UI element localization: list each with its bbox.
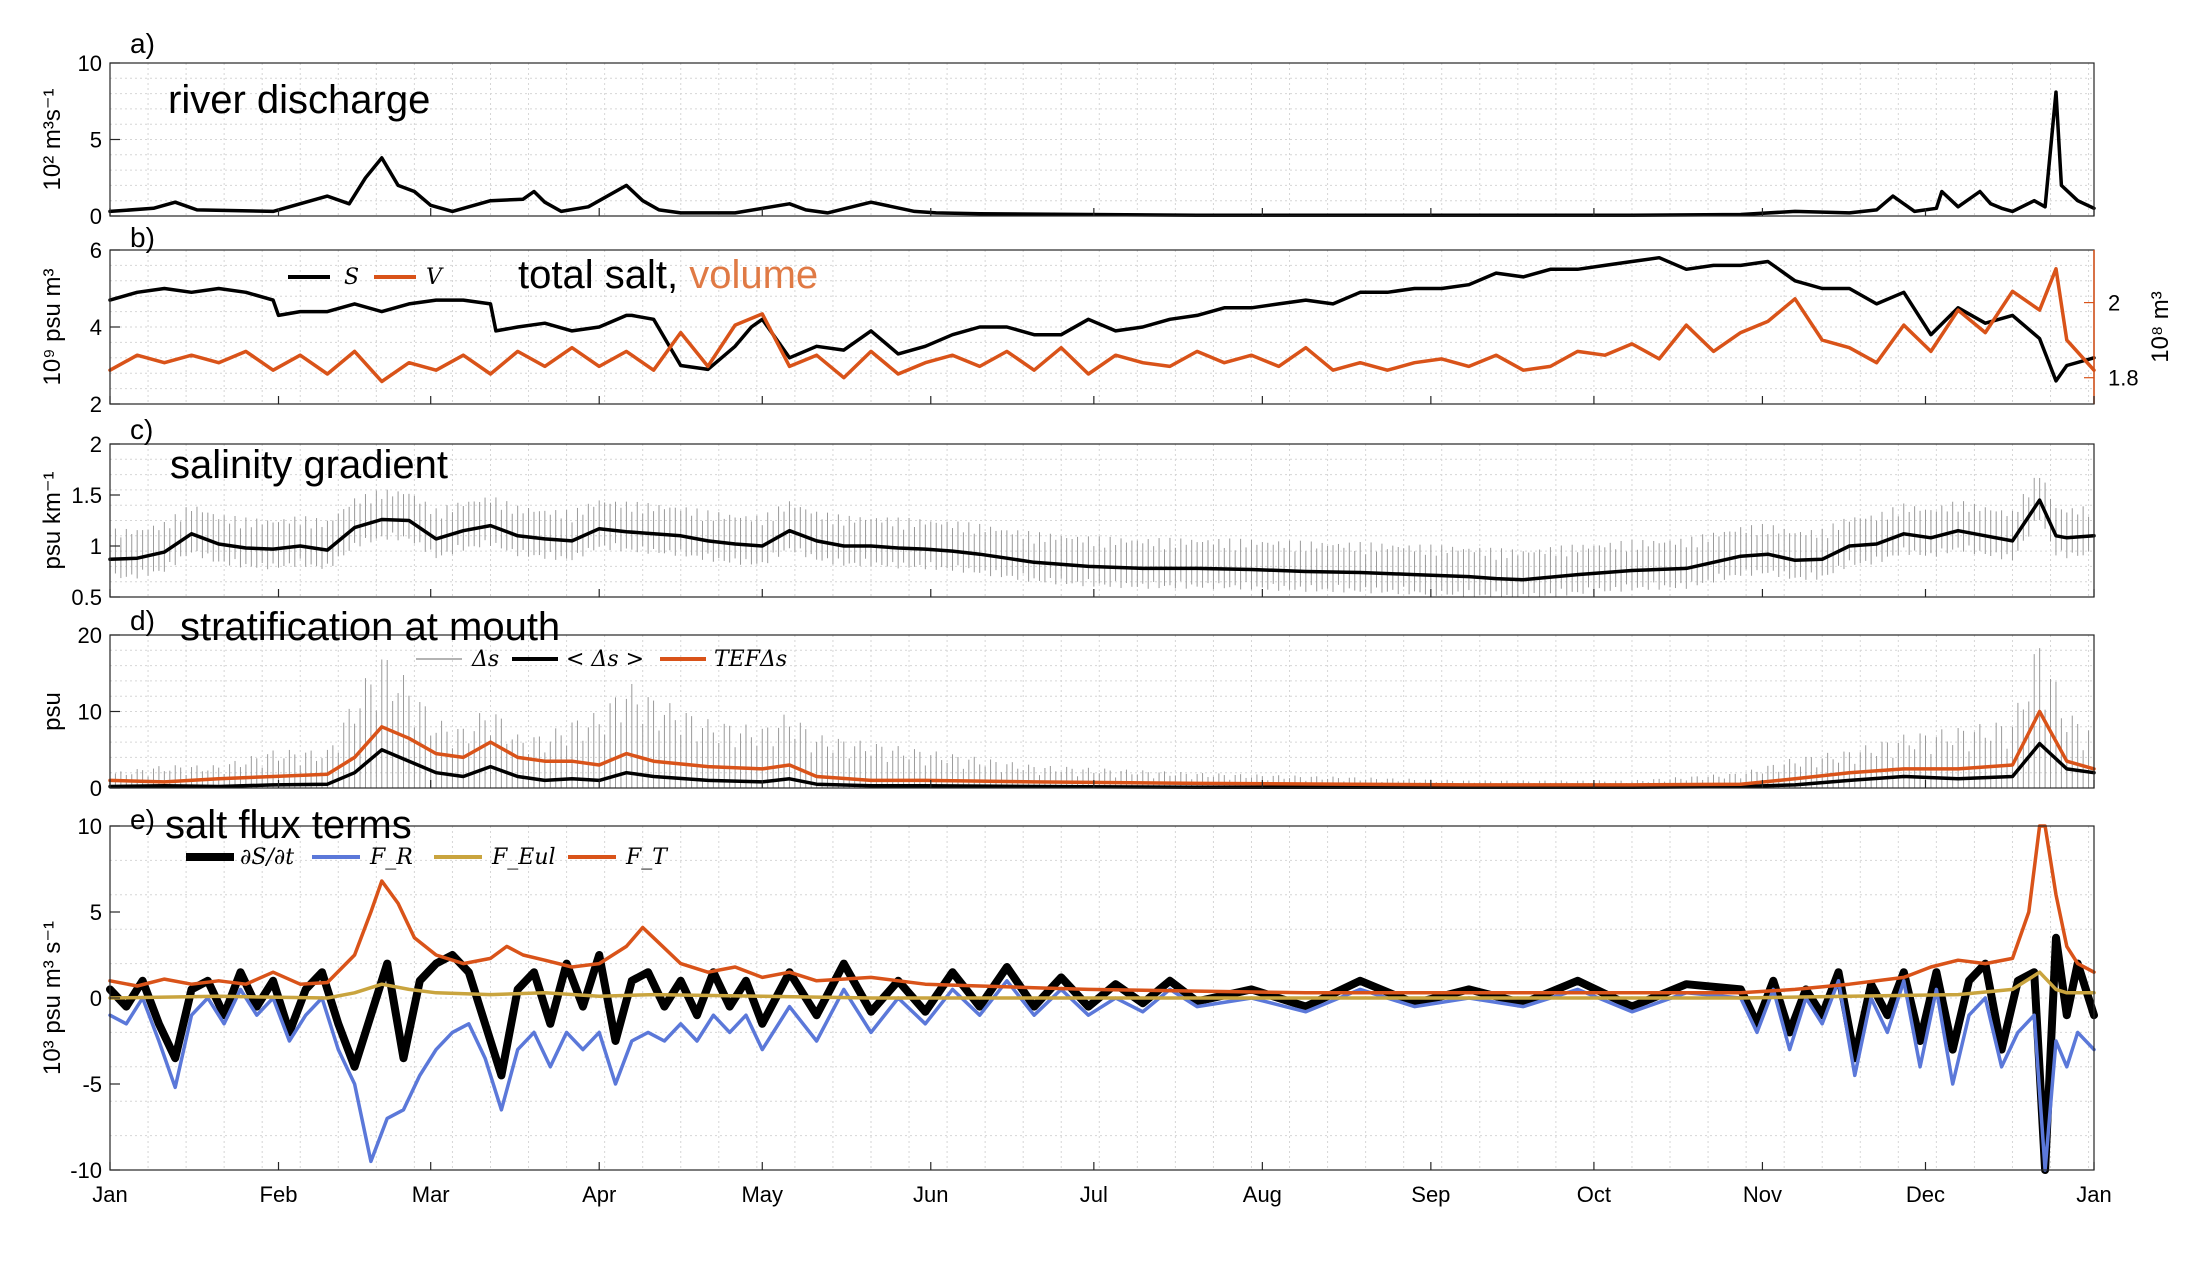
x-tick-label: Feb: [260, 1182, 298, 1207]
y-axis-label: psu: [39, 692, 66, 731]
legend-panel-d: Δs < Δs > TEFΔs: [416, 647, 787, 672]
y-axis-label: 10⁹ psu m³: [39, 269, 66, 386]
y-tick-label: 1: [90, 534, 102, 559]
y-right-tick-label: 1.8: [2108, 366, 2139, 391]
y-tick-label: 4: [90, 315, 102, 340]
y-tick-label: -10: [70, 1158, 102, 1183]
panel-title: salinity gradient: [170, 443, 448, 487]
x-tick-label: Nov: [1743, 1182, 1782, 1207]
panel-title-part: volume: [689, 253, 818, 297]
y-tick-label: 2: [90, 392, 102, 417]
panel-title-part: total salt,: [518, 253, 689, 297]
panel-letter: a): [130, 28, 155, 59]
x-tick-label: Jul: [1080, 1182, 1108, 1207]
series-line-TEFΔs: [108, 709, 2096, 787]
x-tick-label: Jan: [2076, 1182, 2111, 1207]
y-tick-label: 6: [90, 238, 102, 263]
series-line-F_Eul: [108, 970, 2096, 1000]
y-tick-label: 10: [78, 51, 102, 76]
y-axis-label: 10³ psu m³ s⁻¹: [39, 921, 66, 1075]
y-axis-label: psu km⁻¹: [39, 471, 66, 569]
x-tick-label: May: [741, 1182, 783, 1207]
y-tick-label: 20: [78, 623, 102, 648]
legend-label-ft: F_T: [625, 845, 669, 870]
x-tick-label: Aug: [1243, 1182, 1282, 1207]
legend-label-delta-s: Δs: [471, 647, 499, 672]
x-tick-label: Dec: [1906, 1182, 1945, 1207]
legend-label-S: S: [344, 265, 359, 290]
series-line-S: [108, 255, 2096, 383]
y-tick-label: 10: [78, 700, 102, 725]
x-tick-label: Mar: [412, 1182, 450, 1207]
panel-letter: d): [130, 605, 155, 636]
legend-label-fr: F_R: [369, 845, 413, 870]
legend-label-mean-delta-s: < Δs >: [566, 647, 644, 672]
axes-layer: [109, 62, 2095, 1171]
x-tick-label: Jun: [913, 1182, 948, 1207]
series-line-panel-3: [108, 498, 2096, 582]
y-tick-label: 5: [90, 128, 102, 153]
y-right-tick-label: 2: [2108, 291, 2120, 316]
series-layer: [106, 90, 2098, 1174]
x-tick-label: Jan: [92, 1182, 127, 1207]
legend-panel-e: ∂S/∂t F_R F_Eul F_T: [186, 845, 669, 870]
y-tick-label: -5: [82, 1072, 102, 1097]
y-tick-label: 2: [90, 432, 102, 457]
x-tick-label: Apr: [582, 1182, 616, 1207]
y-tick-label: 1.5: [71, 483, 102, 508]
x-tick-label: Sep: [1411, 1182, 1450, 1207]
legend-label-tef-delta-s: TEFΔs: [714, 647, 787, 672]
y-right-axis-label: 10⁸ m³: [2147, 291, 2174, 362]
series-line-F_R: [108, 979, 2096, 1172]
x-tick-label: Oct: [1577, 1182, 1611, 1207]
series-line-F_T: [108, 824, 2096, 995]
legend-label-V: V: [426, 265, 444, 290]
panel-title: total salt, volume: [518, 253, 818, 297]
y-tick-label: 0: [90, 986, 102, 1011]
series-line-panel-1: [108, 90, 2096, 217]
panel-title: stratification at mouth: [180, 605, 560, 649]
legend-label-feul: F_Eul: [491, 845, 556, 870]
y-tick-label: 0: [90, 776, 102, 801]
grid-layer: [109, 63, 2094, 1170]
legend-label-dsdt: ∂S/∂t: [240, 845, 294, 870]
series-line-< Δs >: [108, 741, 2096, 789]
panel-letter: b): [130, 222, 155, 253]
y-tick-label: 10: [78, 814, 102, 839]
y-tick-label: 5: [90, 900, 102, 925]
panel-title: salt flux terms: [165, 803, 412, 847]
y-tick-label: 0.5: [71, 585, 102, 610]
axes-box: [109, 443, 2095, 598]
panel-title: river discharge: [168, 78, 430, 122]
y-tick-label: 0: [90, 204, 102, 229]
series-line-V: [108, 267, 2096, 384]
panel-letter: c): [130, 414, 153, 445]
panel-letter: e): [130, 804, 155, 835]
y-axis-label: 10² m³s⁻¹: [39, 88, 66, 190]
series-spikes-gradient: [109, 477, 2095, 597]
